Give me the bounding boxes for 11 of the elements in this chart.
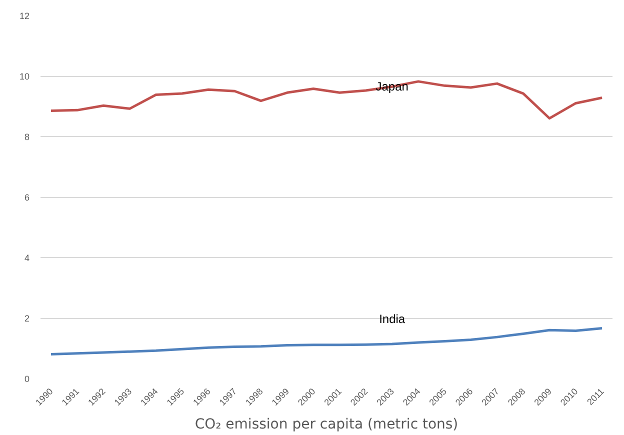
y-tick-label: 12	[19, 11, 30, 21]
series-label: India	[379, 312, 406, 326]
y-tick-label: 4	[24, 253, 30, 263]
line-series	[50, 327, 604, 356]
y-tick-label: 8	[24, 132, 30, 142]
y-tick-label: 0	[24, 374, 30, 384]
y-tick-label: 10	[19, 72, 30, 82]
y-tick-label: 6	[24, 192, 30, 202]
y-tick-label: 2	[24, 314, 30, 324]
line-series	[50, 80, 604, 120]
x-axis-title: CO₂ emission per capita (metric tons)	[194, 416, 458, 433]
